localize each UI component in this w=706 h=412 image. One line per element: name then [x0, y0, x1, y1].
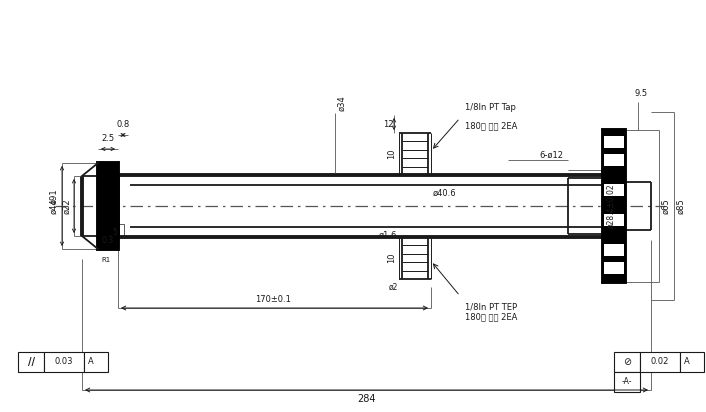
Text: R1: R1: [101, 257, 110, 263]
Text: 180도 방위 2EA: 180도 방위 2EA: [465, 121, 517, 130]
Text: 180도 방위 2EA: 180도 방위 2EA: [465, 312, 517, 321]
Text: 0.3: 0.3: [102, 236, 114, 245]
Bar: [604, 154, 624, 166]
Text: ø28.4±0.02: ø28.4±0.02: [606, 184, 615, 228]
Bar: [604, 214, 624, 226]
Text: ⊘: ⊘: [623, 357, 631, 367]
Text: 284: 284: [357, 394, 376, 404]
Bar: [614, 372, 640, 392]
Text: ø44: ø44: [49, 198, 58, 214]
Text: A: A: [684, 358, 690, 367]
Text: //: //: [28, 357, 35, 367]
Text: 1/8In PT TEP: 1/8In PT TEP: [465, 303, 517, 312]
Bar: [604, 262, 624, 274]
Bar: [604, 184, 624, 196]
Text: ø91: ø91: [49, 188, 59, 204]
Bar: [640, 352, 680, 372]
Bar: [604, 136, 624, 148]
Bar: [680, 352, 704, 372]
Text: 6-ø12: 6-ø12: [539, 151, 563, 160]
Text: A: A: [88, 358, 94, 367]
Text: 10: 10: [387, 149, 396, 159]
Text: ø85: ø85: [676, 198, 685, 214]
Text: 2.5: 2.5: [102, 134, 114, 143]
Text: -A-: -A-: [622, 377, 633, 386]
Text: 10: 10: [387, 253, 396, 263]
Text: 12: 12: [383, 120, 394, 129]
Text: ø34: ø34: [337, 95, 346, 111]
Text: 0.8: 0.8: [116, 120, 130, 129]
Text: ø65: ø65: [661, 198, 670, 214]
Text: 170±0.1: 170±0.1: [255, 295, 291, 304]
Bar: [98, 163, 118, 249]
Text: 1/8In PT Tap: 1/8In PT Tap: [465, 103, 516, 112]
Bar: [84, 352, 108, 372]
Text: ø40.6: ø40.6: [433, 189, 457, 197]
Text: 0.03: 0.03: [55, 358, 73, 367]
Text: 9.5: 9.5: [635, 89, 647, 98]
Text: 5: 5: [112, 228, 117, 237]
Bar: [18, 352, 44, 372]
Text: 0.02: 0.02: [651, 358, 669, 367]
Bar: [118, 224, 124, 236]
Text: ø2: ø2: [388, 283, 398, 292]
Bar: [603, 130, 625, 282]
Text: ø1.6: ø1.6: [378, 230, 397, 239]
Bar: [604, 244, 624, 256]
Text: ø22: ø22: [62, 198, 71, 214]
Bar: [614, 352, 640, 372]
Bar: [44, 352, 84, 372]
